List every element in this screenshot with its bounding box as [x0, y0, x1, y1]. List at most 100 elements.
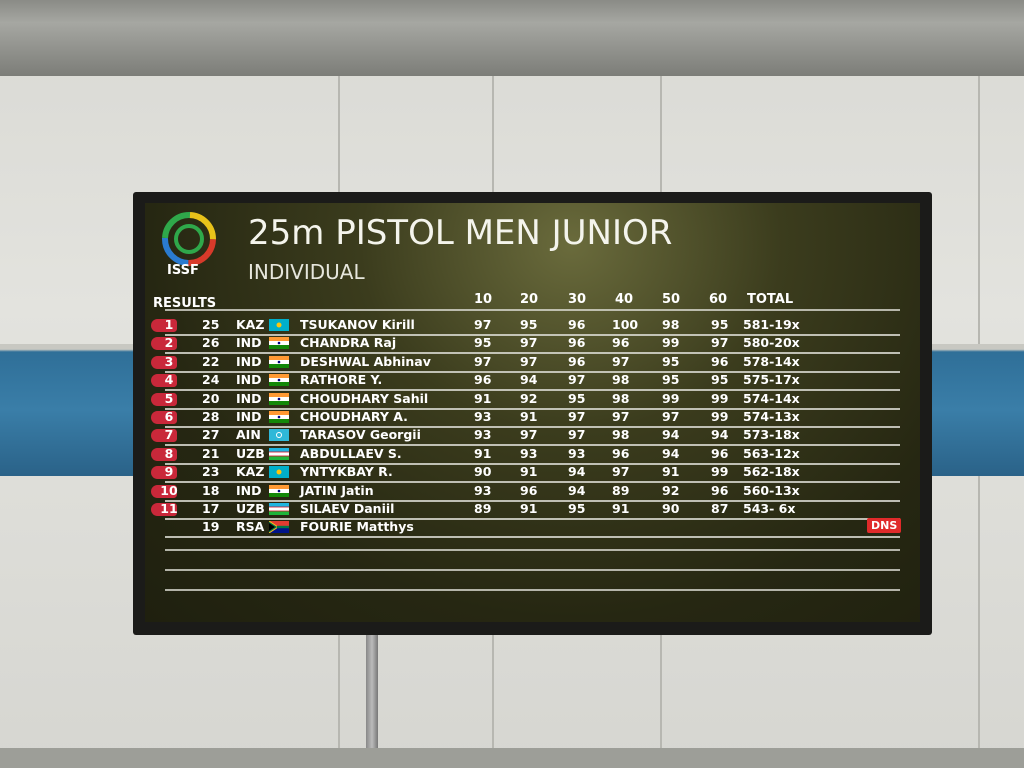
rank-badge [151, 429, 177, 443]
table-row[interactable]: 5 20 IND CHOUDHARY Sahil 91 92 95 98 99 99 574-14x [145, 390, 920, 410]
bib-number: 25 [202, 317, 220, 332]
mount-pole [366, 632, 378, 768]
nation-code: IND [236, 482, 262, 498]
empty-row-line [165, 589, 900, 591]
col-header-total: TOTAL [747, 292, 794, 307]
rank: 8 [164, 445, 174, 461]
rank: 9 [164, 464, 174, 480]
athlete-name: ABDULLAEV S. [300, 445, 402, 461]
rank-badge [151, 447, 177, 461]
series-score: 91 [520, 501, 538, 516]
ind-flag-icon [269, 392, 289, 405]
table-row[interactable]: 10 18 IND JATIN Jatin 93 96 94 89 92 96 560-13x [145, 482, 920, 502]
series-score: 97 [520, 353, 538, 369]
series-score: 96 [711, 445, 729, 461]
rank: 1 [164, 317, 174, 332]
athlete-name: CHOUDHARY Sahil [300, 390, 429, 406]
rank: 3 [164, 353, 174, 369]
rank-badge [151, 484, 177, 498]
series-score: 91 [474, 445, 492, 461]
bib-number: 19 [202, 519, 220, 535]
row-divider [165, 334, 900, 336]
results-label: RESULTS [153, 296, 217, 311]
series-score: 96 [612, 335, 630, 351]
athlete-name: YNTYKBAY R. [300, 464, 393, 480]
table-row[interactable]: 3 22 IND DESHWAL Abhinav 97 97 96 97 95 96 578-14x [145, 353, 920, 373]
nation-code: IND [236, 335, 262, 351]
series-score: 99 [711, 464, 729, 480]
bottom-ledge [0, 748, 1024, 768]
series-score: 94 [662, 445, 680, 461]
col-header-50: 50 [662, 292, 681, 307]
nation-code: RSA [236, 519, 265, 535]
rank: 10 [160, 482, 178, 498]
row-divider [165, 444, 900, 447]
series-score: 99 [662, 335, 680, 351]
series-score: 90 [474, 464, 492, 480]
kaz-flag-icon [269, 466, 289, 479]
athlete-name: CHANDRA Raj [300, 335, 397, 351]
table-row[interactable]: 11 17 UZB SILAEV Daniil 89 91 95 91 90 87 543- 6x [145, 500, 920, 520]
series-score: 97 [520, 427, 538, 443]
rank: 5 [164, 390, 174, 406]
col-header-20: 20 [520, 292, 539, 307]
event-subtitle: INDIVIDUAL [248, 260, 365, 284]
table-row[interactable]: 6 28 IND CHOUDHARY A. 93 91 97 97 97 99 574-13x [145, 408, 920, 428]
col-header-60: 60 [709, 292, 728, 307]
series-score: 100 [612, 317, 639, 332]
bib-number: 23 [202, 464, 220, 480]
col-header-10: 10 [474, 292, 493, 307]
header-divider [165, 309, 900, 311]
total-score: 580-20x [743, 335, 800, 351]
table-row[interactable]: 7 27 AIN TARASOV Georgii 93 97 97 98 94 94 573-18x [145, 426, 920, 447]
table-row[interactable]: 4 24 IND RATHORE Y. 96 94 97 98 95 95 575-17x [145, 371, 920, 392]
series-score: 98 [662, 317, 680, 332]
series-score: 97 [568, 409, 586, 424]
table-row[interactable]: 19 RSA FOURIE Matthys DNS [145, 518, 920, 539]
series-score: 96 [568, 335, 586, 351]
bib-number: 18 [202, 482, 220, 498]
total-score: 574-14x [743, 390, 800, 406]
series-score: 96 [711, 482, 729, 498]
athlete-name: FOURIE Matthys [300, 519, 414, 535]
table-row[interactable]: 9 23 KAZ YNTYKBAY R. 90 91 94 97 91 99 562-18x [145, 463, 920, 484]
series-score: 94 [568, 482, 586, 498]
series-score: 93 [474, 482, 492, 498]
uzb-flag-icon [269, 447, 289, 460]
athlete-name: TARASOV Georgii [300, 427, 421, 443]
total-score: 581-19x [743, 317, 800, 332]
status-badge: DNS [867, 518, 902, 534]
series-score: 96 [568, 317, 586, 332]
table-row[interactable]: 8 21 UZB ABDULLAEV S. 91 93 93 96 94 96 563-12x [145, 445, 920, 465]
series-score: 91 [520, 409, 538, 424]
total-score: 543- 6x [743, 501, 796, 516]
row-divider [165, 536, 900, 539]
ind-flag-icon [269, 337, 289, 350]
table-row[interactable]: 1 25 KAZ TSUKANOV Kirill 97 95 96 100 98 95 581-19… [145, 316, 920, 336]
total-score: 563-12x [743, 445, 800, 461]
rank-badge [151, 466, 177, 480]
series-score: 92 [520, 390, 538, 406]
series-score: 95 [711, 317, 729, 332]
col-header-30: 30 [568, 292, 587, 307]
series-score: 97 [474, 317, 492, 332]
row-divider [165, 518, 900, 520]
series-score: 94 [662, 427, 680, 443]
bib-number: 26 [202, 335, 220, 351]
row-divider [165, 352, 900, 355]
rank-badge [151, 337, 177, 351]
bib-number: 21 [202, 445, 220, 461]
series-score: 95 [568, 390, 586, 406]
series-score: 91 [612, 501, 630, 516]
rank: 2 [164, 335, 174, 351]
bib-number: 27 [202, 427, 220, 443]
series-score: 97 [612, 353, 630, 369]
series-score: 99 [711, 390, 729, 406]
series-score: 87 [711, 501, 729, 516]
rank-badge [151, 355, 177, 369]
rank-badge [151, 319, 177, 332]
nation-code: IND [236, 353, 262, 369]
ceiling-beam [0, 0, 1024, 76]
table-row[interactable]: 2 26 IND CHANDRA Raj 95 97 96 96 99 97 580-20x [145, 334, 920, 355]
athlete-name: SILAEV Daniil [300, 501, 395, 516]
